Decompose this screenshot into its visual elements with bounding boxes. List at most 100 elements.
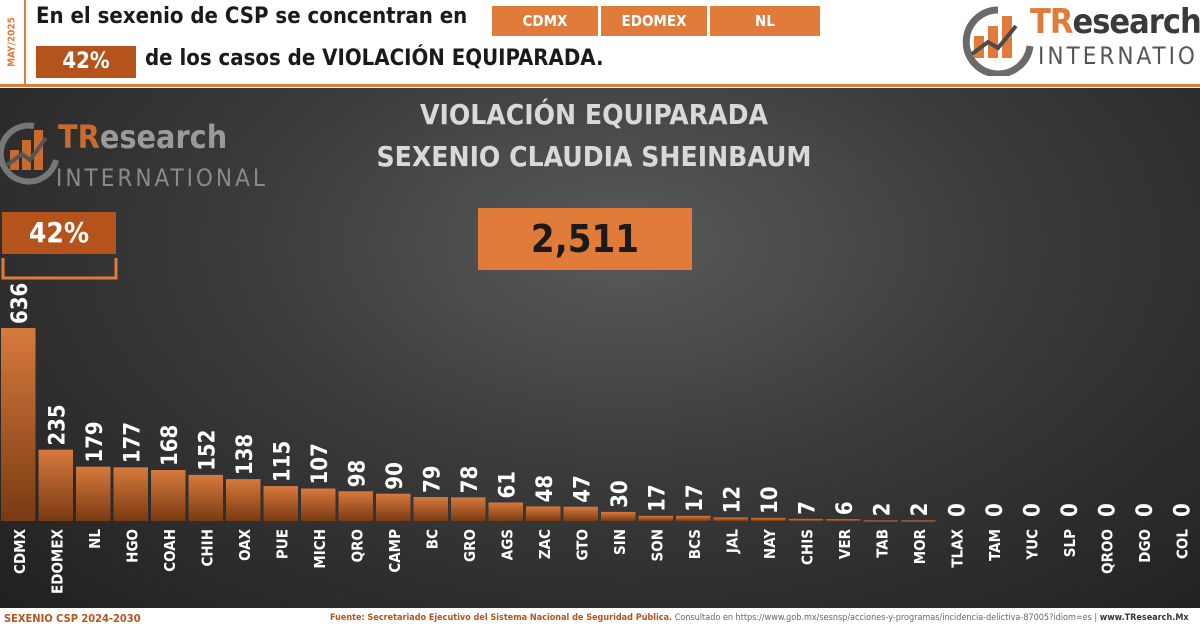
brand-watermark-wordmark: TResearch <box>58 118 228 156</box>
category-tick-label: QRO <box>348 529 366 562</box>
bar-value-label: 98 <box>345 460 370 488</box>
bar-value-label: 6 <box>833 501 858 515</box>
category-tick-label: JAL <box>723 529 741 554</box>
bar <box>676 515 711 521</box>
bar-value-label: 115 <box>270 441 295 482</box>
bar <box>263 486 298 521</box>
bar-value-label: 0 <box>1133 503 1158 517</box>
category-tick-label: NAY <box>761 529 779 559</box>
footer-period: SEXENIO CSP 2024-2030 <box>4 612 141 625</box>
state-badge-nl: NL <box>710 6 820 36</box>
category-tick-label: YUC <box>1023 529 1041 561</box>
bar-value-label: 0 <box>983 503 1008 517</box>
category-tick-label: SLP <box>1061 529 1079 557</box>
date-strip: MAY/2025 <box>0 0 26 84</box>
category-tick-label: DGO <box>1136 529 1154 563</box>
state-badge-edomex: EDOMEX <box>601 6 707 36</box>
footer-site: www.TResearch.Mx <box>1099 613 1189 623</box>
bar <box>113 467 148 521</box>
bar-value-label: 636 <box>8 283 33 324</box>
bar <box>901 520 936 522</box>
total-value-badge: 2,511 <box>478 208 692 270</box>
bar <box>863 520 898 522</box>
category-tick-label: OAX <box>236 528 254 561</box>
bar-value-label: 7 <box>795 501 820 515</box>
bar-value-label: 48 <box>533 475 558 503</box>
bar <box>751 517 786 521</box>
bar-chart: 636CDMX235EDOMEX179NL177HGO168COAH152CHI… <box>1 258 1195 594</box>
state-badge-cdmx: CDMX <box>492 6 598 36</box>
bar-value-label: 12 <box>720 486 745 514</box>
bar <box>38 449 73 521</box>
footer: SEXENIO CSP 2024-2030 Fuente: Secretaria… <box>0 608 1200 630</box>
category-tick-label: PUE <box>273 529 291 559</box>
bar-value-label: 0 <box>1020 503 1045 517</box>
brand-logo-watermark: TResearch INTERNATIONAL <box>0 118 265 198</box>
brand-watermark-icon <box>0 122 59 185</box>
category-tick-label: CAMP <box>386 529 404 573</box>
category-tick-label: VER <box>836 528 854 559</box>
bar-value-label: 0 <box>1170 503 1195 517</box>
bar-value-label: 61 <box>495 471 520 499</box>
category-tick-label: MOR <box>911 528 929 564</box>
bar-value-label: 17 <box>683 484 708 512</box>
brand-wordmark: TResearch <box>1030 2 1200 42</box>
category-tick-label: NL <box>86 529 104 549</box>
category-tick-label: MICH <box>311 529 329 569</box>
bar <box>1 328 36 521</box>
bar <box>151 470 186 521</box>
bar-value-label: 79 <box>420 465 445 493</box>
bar-value-label: 17 <box>645 484 670 512</box>
bar-value-label: 78 <box>458 466 483 494</box>
chart-title: VIOLACIÓN EQUIPARADA <box>419 98 769 131</box>
category-tick-label: TLAX <box>948 528 966 567</box>
bar-value-label: 138 <box>233 434 258 475</box>
bar <box>338 491 373 521</box>
category-tick-label: BCS <box>686 529 704 559</box>
bar <box>826 519 861 521</box>
bar-value-label: 47 <box>570 475 595 503</box>
bar-value-label: 179 <box>83 421 108 462</box>
bar-value-label: 2 <box>870 503 895 517</box>
bar-value-label: 90 <box>383 462 408 490</box>
bar <box>76 466 111 521</box>
footer-source: Fuente: Secretariado Ejecutivo del Siste… <box>330 613 1198 623</box>
bar <box>376 493 411 521</box>
headline-line-2: de los casos de VIOLACIÓN EQUIPARADA. <box>145 46 604 71</box>
chart-panel <box>0 88 1200 608</box>
bar-value-label: 30 <box>608 480 633 508</box>
category-tick-label: AGS <box>498 529 516 560</box>
category-tick-label: COL <box>1173 529 1191 559</box>
bar <box>601 511 636 521</box>
brand-watermark-subtitle: INTERNATIONAL <box>56 164 268 192</box>
share-bracket <box>1 258 118 280</box>
bar-value-label: 10 <box>758 486 783 514</box>
category-tick-label: SON <box>648 529 666 561</box>
headline-line-1: En el sexenio de CSP se concentran en <box>36 4 468 29</box>
header-band: MAY/2025 En el sexenio de CSP se concent… <box>0 0 1200 88</box>
category-tick-label: GTO <box>573 529 591 561</box>
bar-value-label: 235 <box>45 404 70 445</box>
brand-logo-icon <box>962 6 1034 76</box>
headline-share-badge: 42% <box>36 46 136 78</box>
brand-logo-top: TResearch INTERNATIONAL <box>958 2 1200 82</box>
bar-value-label: 177 <box>120 422 145 463</box>
bar <box>488 502 523 521</box>
bar-value-label: 0 <box>1058 503 1083 517</box>
category-tick-label: CDMX <box>11 528 29 574</box>
share-callout-badge: 42% <box>2 212 116 254</box>
category-tick-label: CHIH <box>198 529 216 567</box>
category-tick-label: QROO <box>1098 529 1116 574</box>
category-tick-label: HGO <box>123 529 141 563</box>
source-url: Consultado en https://www.gob.mx/sesnsp/… <box>674 613 1098 623</box>
bar <box>526 506 561 521</box>
bar-value-label: 152 <box>195 430 220 471</box>
category-tick-label: TAB <box>873 529 891 558</box>
bar <box>563 506 598 521</box>
category-tick-label: COAH <box>161 529 179 572</box>
category-tick-label: EDOMEX <box>48 528 66 594</box>
bar <box>713 517 748 521</box>
category-tick-label: ZAC <box>536 529 554 559</box>
bar <box>788 518 823 521</box>
bar-value-label: 0 <box>945 503 970 517</box>
